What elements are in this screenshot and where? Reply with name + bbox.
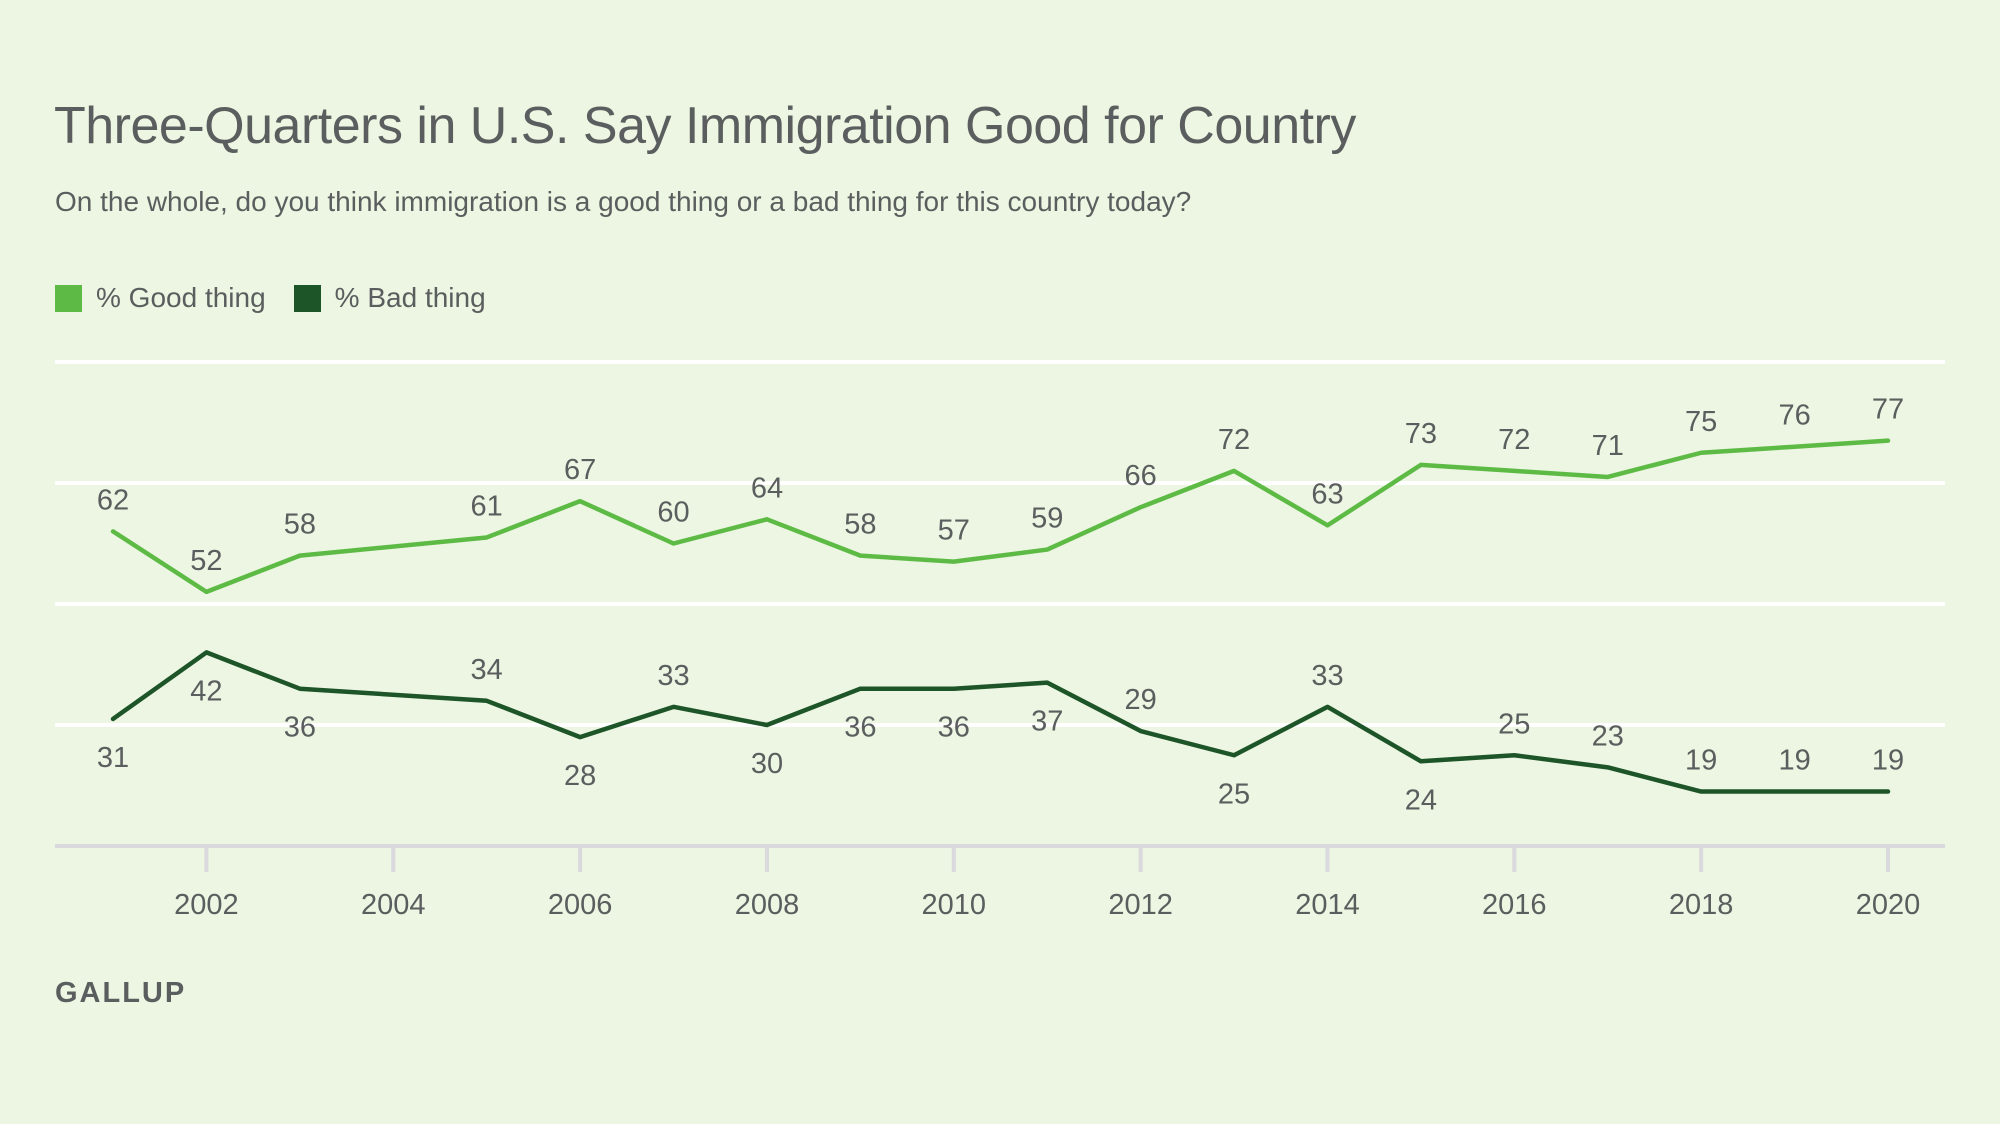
- good-thing-line: [110, 438, 1891, 595]
- good-data-label: 58: [844, 509, 876, 541]
- bad-data-label: 24: [1405, 784, 1437, 816]
- legend-item-bad: % Bad thing: [293, 282, 486, 314]
- bad-data-label: 36: [938, 712, 970, 744]
- chart-title: Three-Quarters in U.S. Say Immigration G…: [54, 97, 1356, 155]
- good-data-label: 57: [938, 515, 970, 547]
- chart-subtitle: On the whole, do you think immigration i…: [55, 186, 1192, 217]
- chart-legend: % Good thing % Bad thing: [55, 282, 514, 314]
- bad-data-label: 19: [1685, 745, 1717, 777]
- good-data-label: 67: [564, 454, 596, 486]
- bad-data-label: 36: [284, 712, 316, 744]
- legend-label-bad: % Bad thing: [334, 282, 486, 313]
- series-bad-thing: [110, 650, 1891, 794]
- x-tick-label: 2002: [174, 889, 239, 921]
- good-data-label: 75: [1685, 406, 1717, 438]
- bad-data-label: 37: [1031, 706, 1063, 738]
- good-data-label: 77: [1872, 394, 1904, 426]
- good-data-label: 59: [1031, 503, 1063, 535]
- good-data-label: 52: [190, 545, 222, 577]
- bad-data-label: 34: [471, 654, 503, 686]
- x-tick-label: 2020: [1856, 889, 1921, 921]
- bad-data-label: 19: [1778, 745, 1810, 777]
- x-tick-label: 2010: [922, 889, 987, 921]
- good-data-label: 63: [1311, 478, 1343, 510]
- x-tick-label: 2016: [1482, 889, 1547, 921]
- good-data-label: 60: [657, 497, 689, 529]
- good-data-label: 76: [1778, 400, 1810, 432]
- x-tick-label: 2006: [548, 889, 613, 921]
- good-data-label: 58: [284, 509, 316, 541]
- x-tick-label: 2014: [1295, 889, 1360, 921]
- legend-swatch-bad: [293, 284, 321, 312]
- bad-thing-line: [110, 650, 1891, 794]
- gallup-logo: GALLUP: [55, 977, 187, 1009]
- bad-data-label: 23: [1592, 720, 1624, 752]
- good-data-label: 73: [1405, 418, 1437, 450]
- good-data-label: 61: [471, 490, 503, 522]
- good-data-label: 62: [97, 484, 129, 516]
- data-labels: 62 52 58 61 67 60 64 58 57 59 66 72 63 73 72 71 75 76 77 31…: [97, 394, 1904, 817]
- x-axis-ticks: 2002 2004 2006 2008 2010 2012 2014 2016 2018 2020: [174, 846, 1920, 921]
- bad-data-label: 33: [1311, 660, 1343, 692]
- legend-item-good: % Good thing: [55, 282, 266, 314]
- legend-label-good: % Good thing: [96, 282, 266, 313]
- bad-data-label: 36: [844, 712, 876, 744]
- x-tick-label: 2018: [1669, 889, 1734, 921]
- x-tick-label: 2008: [735, 889, 800, 921]
- good-data-label: 66: [1124, 460, 1156, 492]
- bad-data-label: 33: [657, 660, 689, 692]
- bad-data-label: 42: [190, 675, 222, 707]
- x-tick-label: 2012: [1108, 889, 1173, 921]
- legend-swatch-good: [55, 284, 82, 312]
- bad-data-label: 25: [1218, 778, 1250, 810]
- x-tick-label: 2004: [361, 889, 426, 921]
- bad-data-label: 30: [751, 748, 783, 780]
- gridlines: [55, 360, 1945, 727]
- good-data-label: 64: [751, 472, 783, 504]
- bad-data-label: 25: [1498, 708, 1530, 740]
- good-data-label: 72: [1218, 424, 1250, 456]
- good-data-label: 72: [1498, 424, 1530, 456]
- bad-data-label: 29: [1124, 684, 1156, 716]
- bad-data-label: 28: [564, 760, 596, 792]
- bad-data-label: 19: [1872, 745, 1904, 777]
- good-data-label: 71: [1592, 430, 1624, 462]
- series-good-thing: [110, 438, 1891, 595]
- bad-data-label: 31: [97, 742, 129, 774]
